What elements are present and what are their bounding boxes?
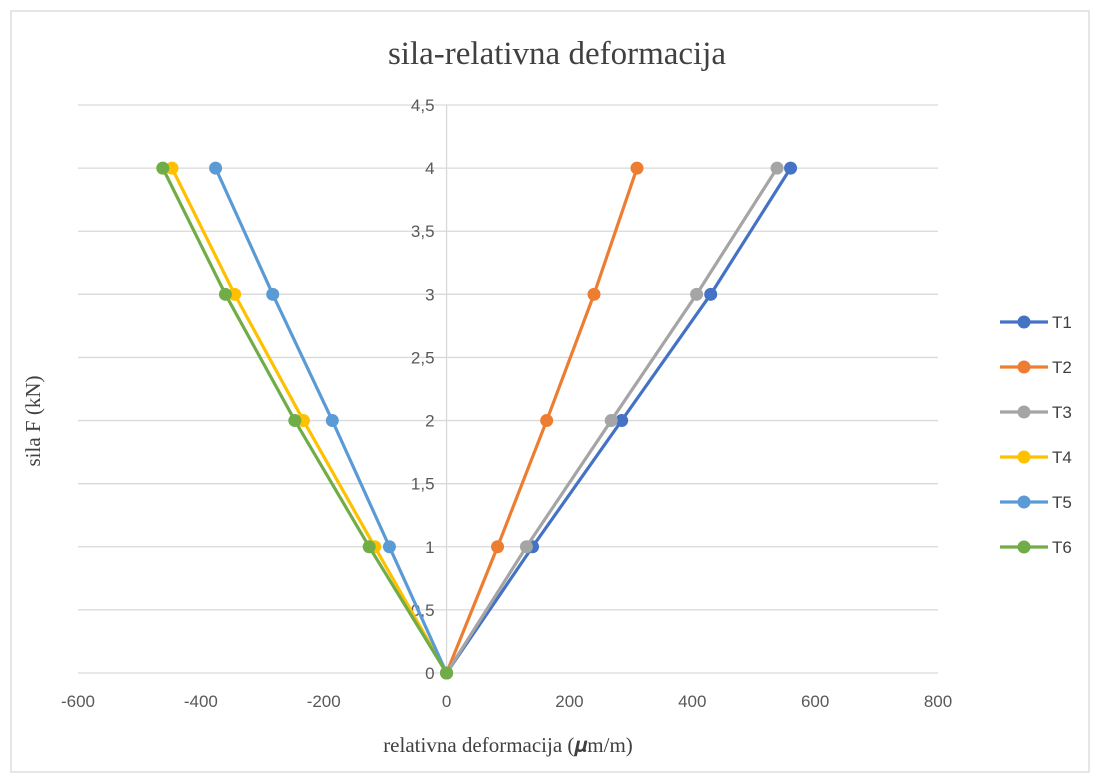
legend-marker bbox=[1017, 405, 1031, 419]
x-tick-label: 400 bbox=[678, 692, 706, 711]
y-tick-label: 3 bbox=[425, 285, 434, 304]
y-tick-label: 0 bbox=[425, 664, 434, 683]
data-point bbox=[156, 161, 170, 175]
legend-marker bbox=[1017, 360, 1031, 374]
data-point bbox=[519, 540, 533, 554]
data-point bbox=[325, 414, 339, 428]
data-point bbox=[690, 287, 704, 301]
data-point bbox=[587, 287, 601, 301]
legend-marker bbox=[1017, 450, 1031, 464]
data-point bbox=[770, 161, 784, 175]
y-axis-title: sila F (kN) bbox=[21, 376, 45, 467]
y-tick-label: 2 bbox=[425, 412, 434, 431]
legend-label: T5 bbox=[1052, 493, 1072, 512]
y-tick-label: 3,5 bbox=[411, 222, 435, 241]
data-point bbox=[209, 161, 223, 175]
legend-entry-t2: T2 bbox=[1000, 358, 1072, 377]
data-point bbox=[540, 414, 554, 428]
chart-frame bbox=[10, 10, 1090, 773]
legend-marker bbox=[1017, 495, 1031, 509]
legend-label: T4 bbox=[1052, 448, 1072, 467]
data-point bbox=[218, 287, 232, 301]
legend-entry-t4: T4 bbox=[1000, 448, 1072, 467]
y-tick-label: 2,5 bbox=[411, 348, 435, 367]
legend-entry-t1: T1 bbox=[1000, 313, 1072, 332]
legend-label: T1 bbox=[1052, 313, 1072, 332]
data-point bbox=[362, 540, 376, 554]
legend-entry-t5: T5 bbox=[1000, 493, 1072, 512]
data-point bbox=[228, 287, 242, 301]
data-point bbox=[165, 161, 179, 175]
legend-label: T6 bbox=[1052, 538, 1072, 557]
series-t1 bbox=[440, 161, 798, 680]
legend-marker bbox=[1017, 315, 1031, 329]
y-tick-label: 1,5 bbox=[411, 475, 435, 494]
x-tick-label: -400 bbox=[184, 692, 218, 711]
data-point bbox=[288, 414, 302, 428]
x-tick-label: -600 bbox=[61, 692, 95, 711]
data-point bbox=[604, 414, 618, 428]
data-point bbox=[784, 161, 798, 175]
series-t6 bbox=[156, 161, 454, 680]
data-point bbox=[382, 540, 396, 554]
x-tick-label: 0 bbox=[442, 692, 451, 711]
data-point bbox=[615, 414, 629, 428]
x-tick-label: 800 bbox=[924, 692, 952, 711]
legend-entry-t3: T3 bbox=[1000, 403, 1072, 422]
data-point bbox=[630, 161, 644, 175]
legend-label: T2 bbox=[1052, 358, 1072, 377]
x-axis: -600 -400 -200 0 200 400 600 800 bbox=[61, 672, 952, 711]
y-tick-label: 4,5 bbox=[411, 96, 435, 115]
x-tick-label: 200 bbox=[555, 692, 583, 711]
legend-marker bbox=[1017, 540, 1031, 554]
legend-label: T3 bbox=[1052, 403, 1072, 422]
y-tick-label: 1 bbox=[425, 538, 434, 557]
data-point bbox=[491, 540, 505, 554]
chart-title: sila-relativna deformacija bbox=[388, 36, 726, 72]
x-tick-label: -200 bbox=[307, 692, 341, 711]
series-t3 bbox=[440, 161, 784, 680]
data-point bbox=[266, 287, 280, 301]
series-group bbox=[156, 161, 798, 680]
data-point bbox=[440, 666, 454, 680]
x-tick-label: 600 bbox=[801, 692, 829, 711]
x-axis-title: relativna deformacija (𝝁m/m) bbox=[383, 733, 633, 757]
legend: T1 T2 T3 T4 T5 T6 bbox=[1000, 313, 1072, 557]
legend-entry-t6: T6 bbox=[1000, 538, 1072, 557]
data-point bbox=[704, 287, 718, 301]
y-tick-label: 4 bbox=[425, 159, 434, 178]
